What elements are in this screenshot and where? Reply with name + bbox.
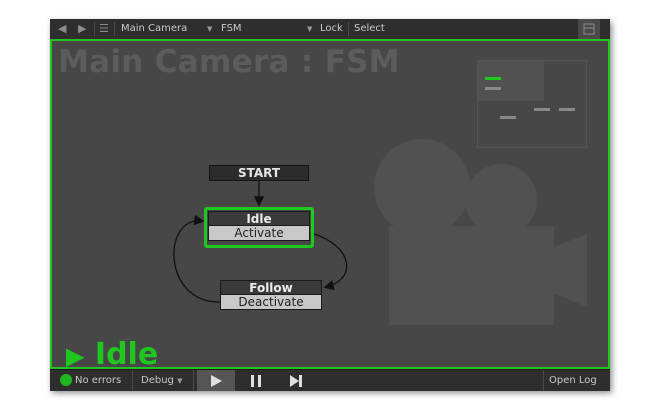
- movie-camera-icon: [374, 139, 587, 325]
- forward-arrow-icon[interactable]: ▶: [78, 22, 87, 35]
- play-icon: [211, 375, 222, 387]
- active-state-indicator: ▶ Idle: [66, 337, 159, 369]
- error-count-label[interactable]: No errors: [75, 375, 122, 386]
- status-ok-icon: [60, 374, 72, 386]
- state-title[interactable]: Follow: [220, 280, 322, 295]
- state-idle-selected[interactable]: Idle Activate: [204, 207, 314, 248]
- fsm-title: Main Camera : FSM: [58, 44, 400, 80]
- minimap[interactable]: [477, 60, 587, 148]
- maximize-button[interactable]: [578, 19, 600, 39]
- state-node-follow[interactable]: Follow Deactivate: [220, 280, 322, 310]
- play-button[interactable]: [197, 370, 235, 391]
- chevron-down-icon[interactable]: ▼: [207, 25, 213, 33]
- state-node-idle[interactable]: Idle Activate: [208, 211, 310, 241]
- chevron-down-icon: ▼: [177, 377, 183, 385]
- activate-transition-arrow: [313, 233, 348, 291]
- start-node[interactable]: START: [209, 165, 309, 181]
- gameobject-dropdown-label: Main Camera: [121, 23, 188, 34]
- select-button[interactable]: Select: [354, 23, 385, 34]
- minimap-state-start: [485, 77, 501, 80]
- toolbar-divider: [348, 22, 349, 36]
- fsm-graph-canvas[interactable]: Main Camera : FSM START Idle Acti: [50, 39, 610, 369]
- fsm-dropdown[interactable]: FSM: [221, 19, 242, 39]
- minimap-state-follow: [500, 116, 516, 119]
- minimap-viewport[interactable]: [478, 61, 544, 101]
- back-arrow-icon[interactable]: ◀: [58, 22, 67, 35]
- gameobject-dropdown[interactable]: Main Camera: [121, 19, 187, 39]
- toolbar-divider: [94, 22, 95, 36]
- state-event[interactable]: Activate: [208, 226, 310, 241]
- toolbar-divider: [132, 370, 133, 391]
- toolbar-divider: [193, 370, 194, 391]
- maximize-icon: [583, 23, 595, 35]
- lock-button[interactable]: Lock: [320, 23, 343, 34]
- transition-lines: [173, 181, 348, 303]
- toolbar-divider: [543, 370, 544, 391]
- status-bar: No errors Debug ▼ Open Log: [50, 369, 610, 391]
- debug-dropdown[interactable]: Debug ▼: [141, 370, 182, 391]
- active-state-label: Idle: [94, 337, 159, 369]
- pause-icon: [251, 375, 261, 387]
- minimap-state: [559, 108, 575, 111]
- state-title[interactable]: Idle: [208, 211, 310, 226]
- step-icon: [290, 375, 302, 387]
- pause-button[interactable]: [237, 370, 275, 391]
- open-log-button[interactable]: Open Log: [549, 375, 597, 386]
- toolbar: ◀ ▶ ☰ Main Camera ▼ FSM ▼ Lock Select: [50, 19, 610, 40]
- chevron-down-icon[interactable]: ▼: [307, 25, 313, 33]
- minimap-state-idle: [485, 87, 501, 90]
- debug-label: Debug: [141, 375, 174, 386]
- play-triangle-icon: ▶: [66, 342, 85, 369]
- state-event[interactable]: Deactivate: [220, 295, 322, 310]
- playmaker-fsm-window: ◀ ▶ ☰ Main Camera ▼ FSM ▼ Lock Select: [50, 19, 610, 391]
- hamburger-menu-icon[interactable]: ☰: [99, 22, 109, 35]
- step-button[interactable]: [277, 370, 315, 391]
- minimap-state: [534, 108, 550, 111]
- fsm-dropdown-label: FSM: [221, 23, 242, 34]
- toolbar-divider: [114, 22, 115, 36]
- deactivate-transition-arrow: [173, 214, 221, 303]
